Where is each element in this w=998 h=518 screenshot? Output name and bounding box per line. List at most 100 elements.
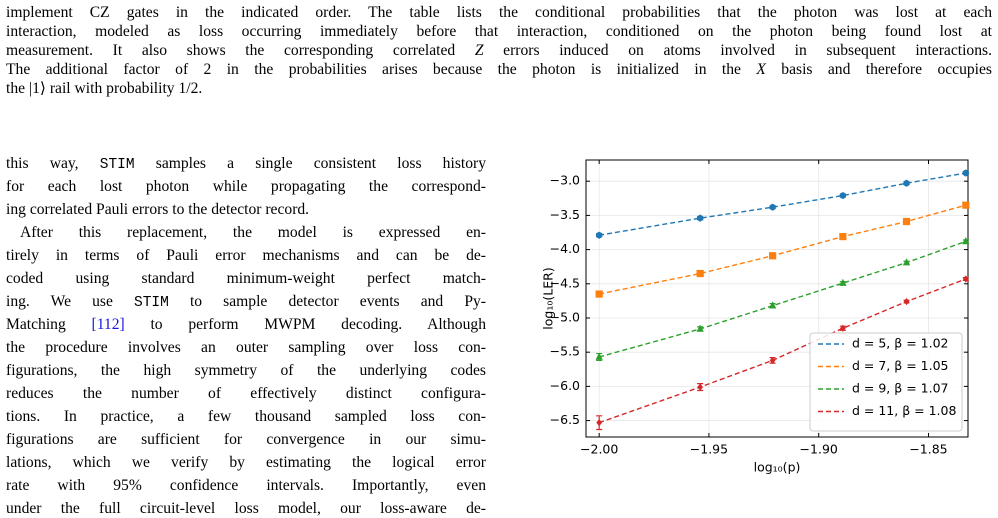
text: ing correlated Pauli errors to the detec…	[6, 201, 310, 218]
text: tions. In practice, a few thousand sampl…	[6, 408, 486, 425]
marker	[769, 356, 776, 364]
y-tick-label: −4.0	[550, 241, 580, 256]
y-tick-label: −3.0	[550, 173, 580, 188]
marker	[596, 231, 603, 239]
marker	[962, 236, 970, 245]
plot-frame	[585, 159, 969, 438]
text: The additional factor of 2 in the probab…	[6, 61, 757, 78]
text: this way,	[6, 155, 100, 172]
marker	[903, 179, 910, 187]
body-line: rate with 95% confidence intervals. Impo…	[6, 476, 486, 495]
text: figurations, the high symmetry of the un…	[6, 362, 486, 379]
body-line: coded using standard minimum-weight perf…	[6, 269, 486, 288]
marker	[697, 383, 704, 391]
body-line: tirely in terms of Pauli error mechanism…	[6, 246, 486, 265]
series-line	[599, 172, 966, 236]
body-line: for each lost photon while propagating t…	[6, 177, 486, 196]
y-tick-label: −5.0	[550, 309, 580, 324]
x-tick-label: −1.85	[909, 442, 947, 457]
caption-line: measurement. It also shows the correspon…	[6, 41, 992, 60]
text: ing. We use	[6, 293, 135, 310]
text: rate with 95% confidence intervals. Impo…	[6, 477, 486, 494]
marker	[769, 203, 776, 211]
text: for each lost photon while propagating t…	[6, 178, 486, 195]
marker	[839, 233, 847, 241]
marker	[903, 297, 910, 306]
text: lations, which we verify by estimating t…	[6, 454, 486, 471]
x-tick-label: −1.95	[690, 442, 728, 457]
body-line: After this replacement, the model is exp…	[20, 223, 486, 242]
marker	[902, 217, 911, 226]
text: basis and therefore occupies	[765, 61, 992, 78]
y-tick-label: −5.5	[550, 344, 580, 359]
text: samples a single consistent loss history	[134, 155, 487, 172]
text: the procedure involves an outer sampling…	[6, 339, 486, 356]
marker	[839, 191, 846, 200]
legend-label: d = 7, β = 1.05	[852, 358, 948, 373]
text: tirely in terms of Pauli error mechanism…	[6, 247, 486, 264]
body-line: ing. We use STIM to sample detector even…	[6, 292, 486, 313]
text: measurement. It also shows the correspon…	[6, 42, 475, 59]
y-tick-label: −6.0	[550, 378, 580, 393]
marker	[696, 269, 704, 278]
marker	[595, 352, 603, 360]
caption-line: interaction, modeled as loss occurring i…	[6, 22, 992, 41]
code: STIM	[99, 157, 135, 173]
x-tick-label: −2.00	[580, 442, 618, 457]
y-axis-label: log₁₀(LER)	[541, 267, 556, 329]
code: STIM	[134, 295, 169, 311]
text: After this replacement, the model is exp…	[20, 224, 486, 241]
text: figurations are sufficient for convergen…	[6, 431, 486, 448]
series-line	[598, 240, 967, 358]
marker	[697, 214, 704, 222]
math: X	[756, 61, 766, 78]
legend-label: d = 5, β = 1.02	[852, 336, 948, 351]
text: interaction, modeled as loss occurring i…	[6, 23, 992, 40]
marker	[595, 290, 603, 298]
marker	[596, 419, 603, 427]
caption-line: The additional factor of 2 in the probab…	[6, 60, 992, 79]
body-line: ing correlated Pauli errors to the detec…	[6, 200, 486, 219]
caption-line: implement CZ gates in the indicated orde…	[6, 3, 992, 22]
marker	[769, 301, 777, 309]
text: under the full circuit-level loss model,…	[6, 500, 486, 517]
citation[interactable]: [112]	[91, 316, 125, 333]
marker	[962, 169, 969, 177]
text: to sample detector events and Py-	[168, 293, 486, 310]
marker	[696, 324, 704, 332]
marker	[839, 324, 846, 332]
marker	[839, 278, 847, 286]
body-line: lations, which we verify by estimating t…	[6, 453, 486, 472]
y-tick-label: −6.5	[550, 412, 580, 427]
body-line: tions. In practice, a few thousand sampl…	[6, 407, 486, 426]
y-tick-label: −4.5	[550, 275, 580, 290]
text: to perform MWPM decoding. Although	[124, 316, 486, 333]
text: implement CZ gates in the indicated orde…	[6, 4, 992, 21]
text: coded using standard minimum-weight perf…	[6, 270, 486, 287]
body-line: the procedure involves an outer sampling…	[6, 338, 486, 357]
legend-label: d = 9, β = 1.07	[852, 381, 948, 396]
legend-box	[809, 332, 963, 432]
x-tick-label: −1.90	[800, 442, 838, 457]
body-line: under the full circuit-level loss model,…	[6, 499, 486, 518]
body-line: reduces the number of effectively distin…	[6, 384, 486, 403]
math: Z	[474, 42, 484, 59]
series-line	[598, 278, 967, 424]
marker	[962, 275, 969, 283]
x-axis-label: log₁₀(p)	[754, 460, 801, 475]
text: the |1⟩ rail with probability 1/2.	[6, 80, 203, 97]
text: Matching	[6, 316, 92, 333]
body-line: figurations, the high symmetry of the un…	[6, 361, 486, 380]
text: errors induced on atoms involved in subs…	[483, 42, 992, 59]
marker	[902, 258, 911, 266]
y-tick-label: −3.5	[550, 207, 580, 222]
caption-line: the |1⟩ rail with probability 1/2.	[6, 79, 992, 98]
marker	[962, 201, 970, 209]
body-line: this way, STIM samples a single consiste…	[6, 154, 486, 175]
marker	[769, 252, 777, 260]
text: reduces the number of effectively distin…	[6, 385, 486, 402]
chart: −6.5 −6.0 −5.5 −5.0 −4.5 −4.0 −3.5 −3.0 −2.00 −1.…	[541, 159, 970, 475]
body-line: figurations are sufficient for convergen…	[6, 430, 486, 449]
body-line: Matching [112] to perform MWPM decoding.…	[6, 315, 486, 334]
